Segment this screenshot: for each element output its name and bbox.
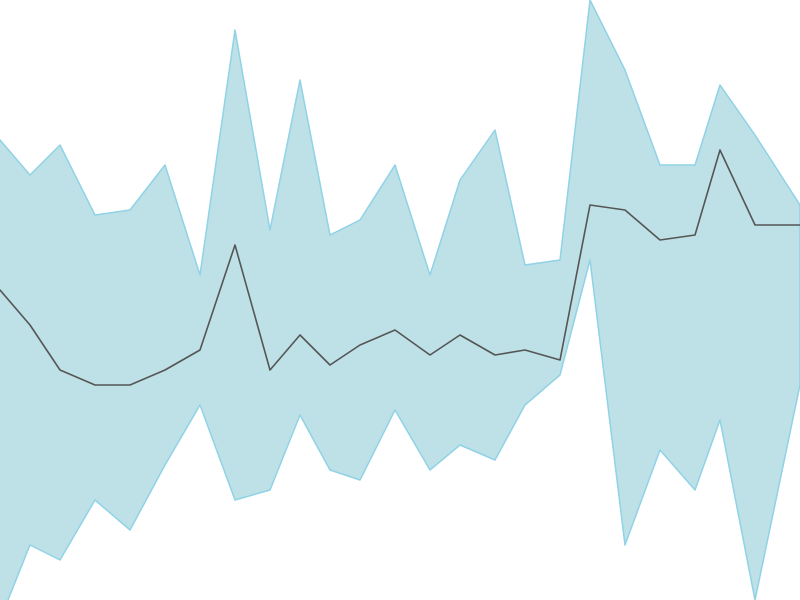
band-line-chart (0, 0, 800, 600)
confidence-band (0, 0, 800, 600)
